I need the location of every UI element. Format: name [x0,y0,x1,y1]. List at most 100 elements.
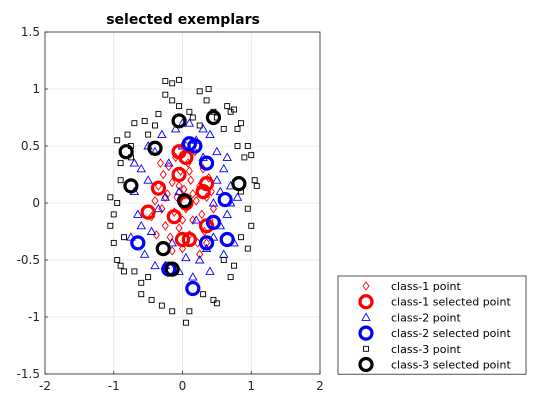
data-point [165,161,173,172]
series-class-3-selected-point [118,109,247,277]
data-point [196,88,203,95]
data-point [186,308,193,315]
selected-exemplar-point [219,231,235,248]
data-point [157,129,167,139]
y-tick-label: -1.5 [17,367,40,381]
data-point [129,158,140,167]
data-point [187,175,195,185]
selected-exemplar-point [185,280,201,297]
data-point [145,131,152,138]
data-point [160,192,171,201]
data-point [198,209,206,220]
x-tick-label: -1 [108,379,120,393]
data-point [117,160,124,167]
y-tick-label: 1.5 [21,25,40,39]
data-point [244,143,251,149]
chart-title: selected exemplars [106,12,260,28]
legend-marker [361,312,371,321]
data-point [205,86,212,92]
selected-exemplar-point [198,235,215,251]
data-point [174,186,184,196]
legend: class-1 point class-1 selected point class… [337,275,527,375]
selected-exemplar-point [198,155,215,171]
series-class-3-point [107,76,260,326]
selected-exemplar-point [174,231,191,248]
data-point [222,152,232,161]
data-point [232,192,243,201]
data-point [231,262,238,269]
data-point [186,108,193,115]
data-point [161,221,169,231]
data-point [151,195,159,206]
data-point [117,177,124,184]
selected-exemplar-point [181,231,197,248]
data-point [227,274,234,281]
legend-marker [363,345,369,352]
data-point [121,268,128,275]
data-point [176,103,183,110]
data-point [138,291,145,298]
x-tick-label: 0 [179,379,187,393]
legend-marker [358,356,374,373]
data-point [185,166,193,176]
data-point [182,319,189,326]
x-tick-label: 2 [316,379,324,393]
legend-entry-label: class-3 point [391,343,462,356]
selected-exemplar-point [123,178,139,194]
x-tick-label: -2 [39,379,51,393]
selected-exemplar-point [164,261,180,277]
y-tick-label: -1 [28,310,40,324]
data-point [158,302,165,309]
series-class-1-selected-point [140,144,215,248]
data-point [162,78,169,84]
series-class-2-selected-point [130,136,235,297]
selected-exemplar-point [198,176,215,192]
data-point [168,177,176,188]
data-point [188,272,198,281]
data-point [234,125,241,132]
legend-entry-label: class-1 point [391,280,462,293]
data-point [169,308,176,315]
data-point [203,97,210,104]
data-point [205,129,215,139]
data-point [241,154,248,161]
data-point [244,205,251,212]
data-point [170,123,181,133]
data-point [178,243,187,254]
data-point [244,245,251,252]
data-point [154,181,162,191]
data-point [210,296,217,303]
y-tick-label: 1 [32,82,40,96]
data-point [224,103,231,110]
selected-exemplar-point [147,140,163,156]
data-point [189,189,197,199]
data-point [175,181,183,191]
data-point [155,111,162,118]
data-point [163,158,174,167]
data-point [213,300,220,307]
data-point [150,260,160,270]
data-point [212,175,222,184]
data-point [191,215,202,224]
data-point [156,158,165,168]
x-tick-label: 1 [247,379,255,393]
selected-exemplar-point [176,193,193,209]
legend-marker [362,281,370,291]
data-point [175,223,183,233]
data-point [139,249,150,258]
data-point [231,106,238,113]
data-point [208,198,219,207]
legend-entry-label: class-1 selected point [391,296,511,309]
selected-exemplar-point [178,149,194,165]
data-point [196,249,204,260]
data-point [107,194,114,201]
data-point [110,239,117,246]
data-point [209,203,217,214]
data-point [138,279,145,286]
data-point [181,252,191,262]
data-point [136,220,147,230]
data-point [176,76,183,83]
legend-marker [358,294,374,310]
axis-ticks: -2 -1 0 1 2 1.5 1 0.5 0 -0.5 -1 -1.5 [17,25,324,393]
